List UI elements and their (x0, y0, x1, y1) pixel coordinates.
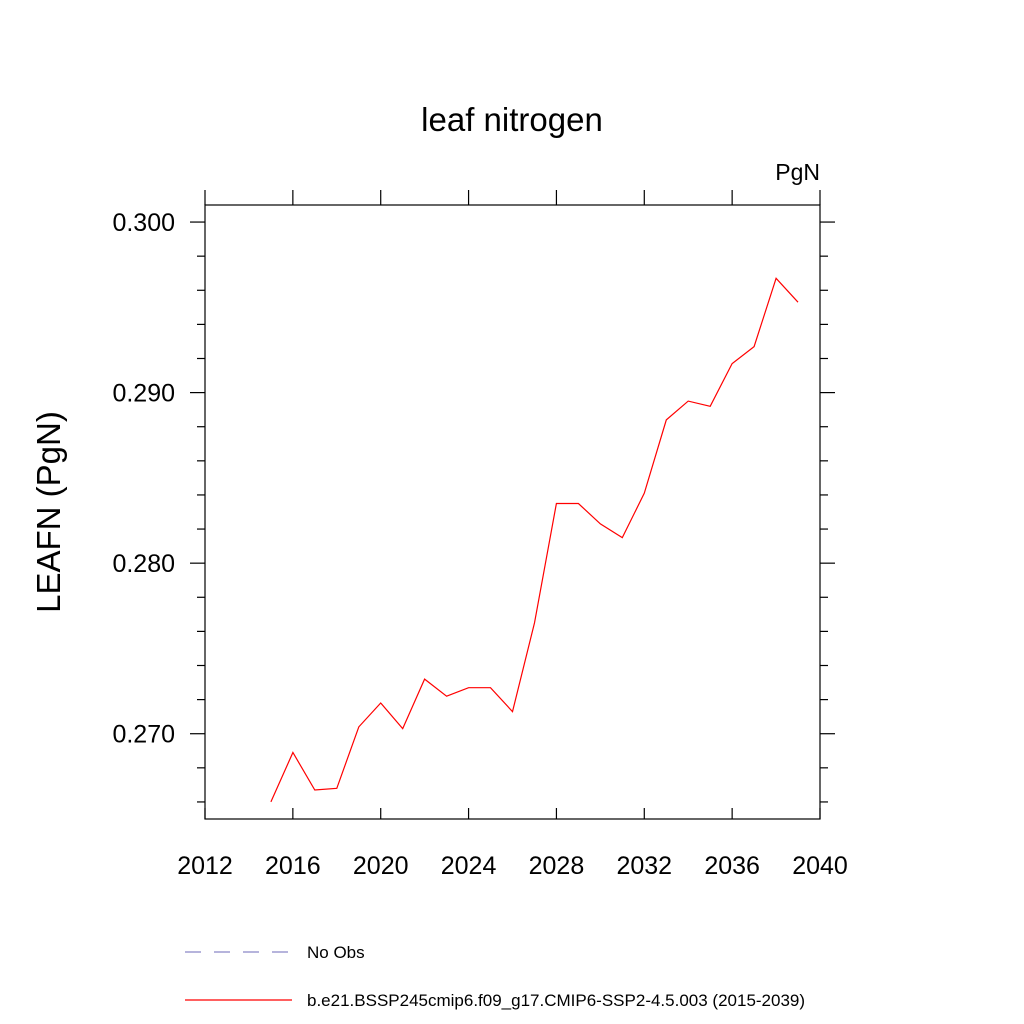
legend-label: No Obs (307, 943, 365, 962)
x-tick-label: 2036 (704, 852, 760, 880)
legend-label: b.e21.BSSP245cmip6.f09_g17.CMIP6-SSP2-4.… (307, 991, 805, 1010)
x-tick-label: 2040 (792, 852, 848, 880)
x-tick-label: 2024 (441, 852, 497, 880)
series-layer (270, 277, 799, 803)
axis-ticks (190, 190, 835, 819)
x-tick-label: 2016 (265, 852, 321, 880)
units-label: PgN (775, 159, 820, 185)
y-axis-label: LEAFN (PgN) (30, 411, 67, 613)
plot-frame (204, 204, 821, 820)
axis-tick-labels: 2012 2016 2020 2024 2028 2032 2036 2040 0.270 0.2… (112, 209, 847, 880)
y-tick-label: 0.280 (112, 550, 175, 578)
x-tick-label: 2028 (529, 852, 585, 880)
y-tick-label: 0.290 (112, 380, 175, 408)
series-line (270, 277, 799, 803)
chart-title: leaf nitrogen (421, 101, 603, 138)
y-tick-label: 0.270 (112, 721, 175, 749)
x-tick-label: 2020 (353, 852, 409, 880)
x-tick-label: 2032 (616, 852, 672, 880)
x-tick-label: 2012 (177, 852, 233, 880)
y-tick-label: 0.300 (112, 209, 175, 237)
legend: No Obs b.e21.BSSP245cmip6.f09_g17.CMIP6-S… (185, 943, 805, 1010)
